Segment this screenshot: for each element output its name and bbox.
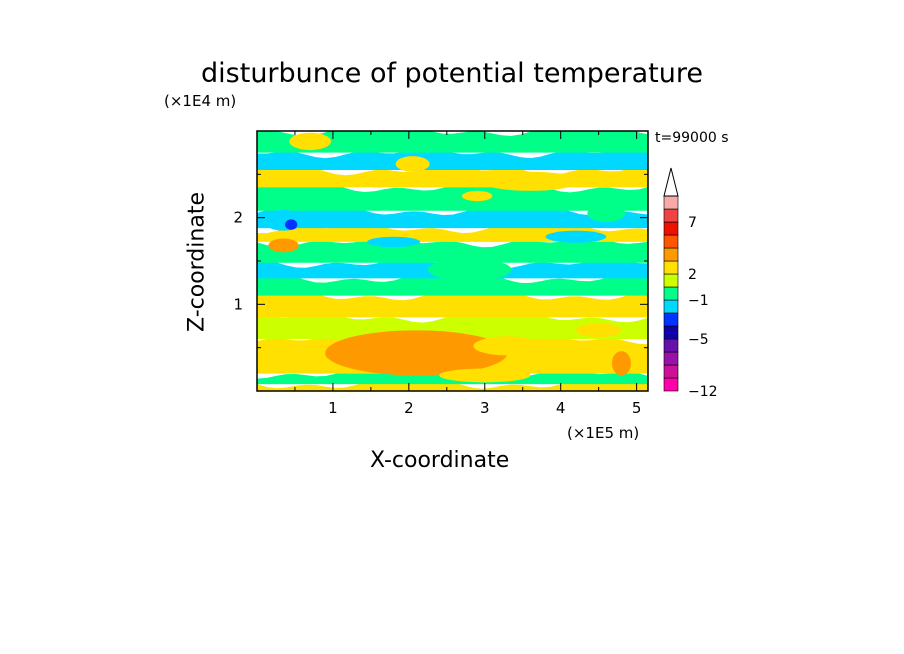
contour-region bbox=[395, 156, 430, 172]
colorbar-swatch bbox=[663, 247, 679, 262]
contour-band bbox=[257, 236, 648, 263]
colorbar-swatch bbox=[663, 260, 679, 275]
colorbar-swatch bbox=[663, 351, 679, 366]
contour-band bbox=[257, 312, 648, 339]
x-axis-scale-label: (×1E5 m) bbox=[567, 424, 640, 442]
x-tick-label: 4 bbox=[556, 399, 566, 417]
contour-region bbox=[461, 190, 493, 202]
y-tick-label: 2 bbox=[233, 209, 243, 227]
colorbar-swatch bbox=[663, 286, 679, 301]
contour-field bbox=[257, 131, 648, 391]
chart-title: disturbunce of potential temperature bbox=[201, 58, 703, 89]
colorbar-tick-label: 2 bbox=[688, 267, 697, 283]
contour-band bbox=[257, 273, 648, 296]
contour-region bbox=[325, 342, 432, 367]
colorbar-swatch bbox=[663, 221, 679, 236]
y-tick-label: 1 bbox=[233, 295, 243, 313]
colorbar-extend-arrow bbox=[663, 167, 679, 197]
contour-band bbox=[257, 131, 648, 153]
contour-region bbox=[367, 236, 421, 248]
colorbar-swatch bbox=[663, 325, 679, 340]
contour-region bbox=[262, 209, 305, 231]
contour-region bbox=[480, 171, 580, 191]
contour-region bbox=[285, 219, 298, 230]
colorbar-swatch bbox=[663, 195, 679, 210]
contour-band bbox=[257, 206, 648, 229]
x-tick-label: 5 bbox=[632, 399, 642, 417]
y-axis-scale-label: (×1E4 m) bbox=[164, 92, 237, 110]
colorbar-swatch bbox=[663, 234, 679, 249]
contour-band bbox=[257, 379, 648, 391]
contour-region bbox=[427, 258, 512, 281]
colorbar-swatch bbox=[663, 312, 679, 327]
colorbar-swatch bbox=[663, 377, 679, 392]
contour-region bbox=[439, 368, 531, 383]
contour-region bbox=[268, 238, 299, 253]
colorbar-swatch bbox=[663, 338, 679, 353]
contour-band bbox=[257, 147, 648, 170]
colorbar-swatch bbox=[663, 273, 679, 288]
contour-region bbox=[575, 323, 622, 338]
colorbar-swatch bbox=[663, 364, 679, 379]
colorbar-swatch bbox=[663, 299, 679, 314]
colorbar-tick-label: −1 bbox=[688, 293, 709, 309]
contour-band bbox=[257, 291, 648, 318]
colorbar-tick-label: −5 bbox=[688, 332, 709, 348]
colorbar-swatch bbox=[663, 208, 679, 223]
contour-region bbox=[473, 336, 542, 356]
x-axis-label: X-coordinate bbox=[370, 448, 510, 473]
contour-region bbox=[587, 204, 626, 222]
x-tick-label: 1 bbox=[328, 399, 338, 417]
contour-region bbox=[545, 230, 607, 243]
x-tick-label: 2 bbox=[404, 399, 414, 417]
colorbar-tick-label: 7 bbox=[688, 215, 697, 231]
contour-region bbox=[611, 351, 631, 376]
contour-region bbox=[289, 132, 332, 151]
x-tick-label: 3 bbox=[480, 399, 490, 417]
time-label: t=99000 s bbox=[655, 130, 729, 146]
colorbar-tick-label: −12 bbox=[688, 384, 718, 400]
